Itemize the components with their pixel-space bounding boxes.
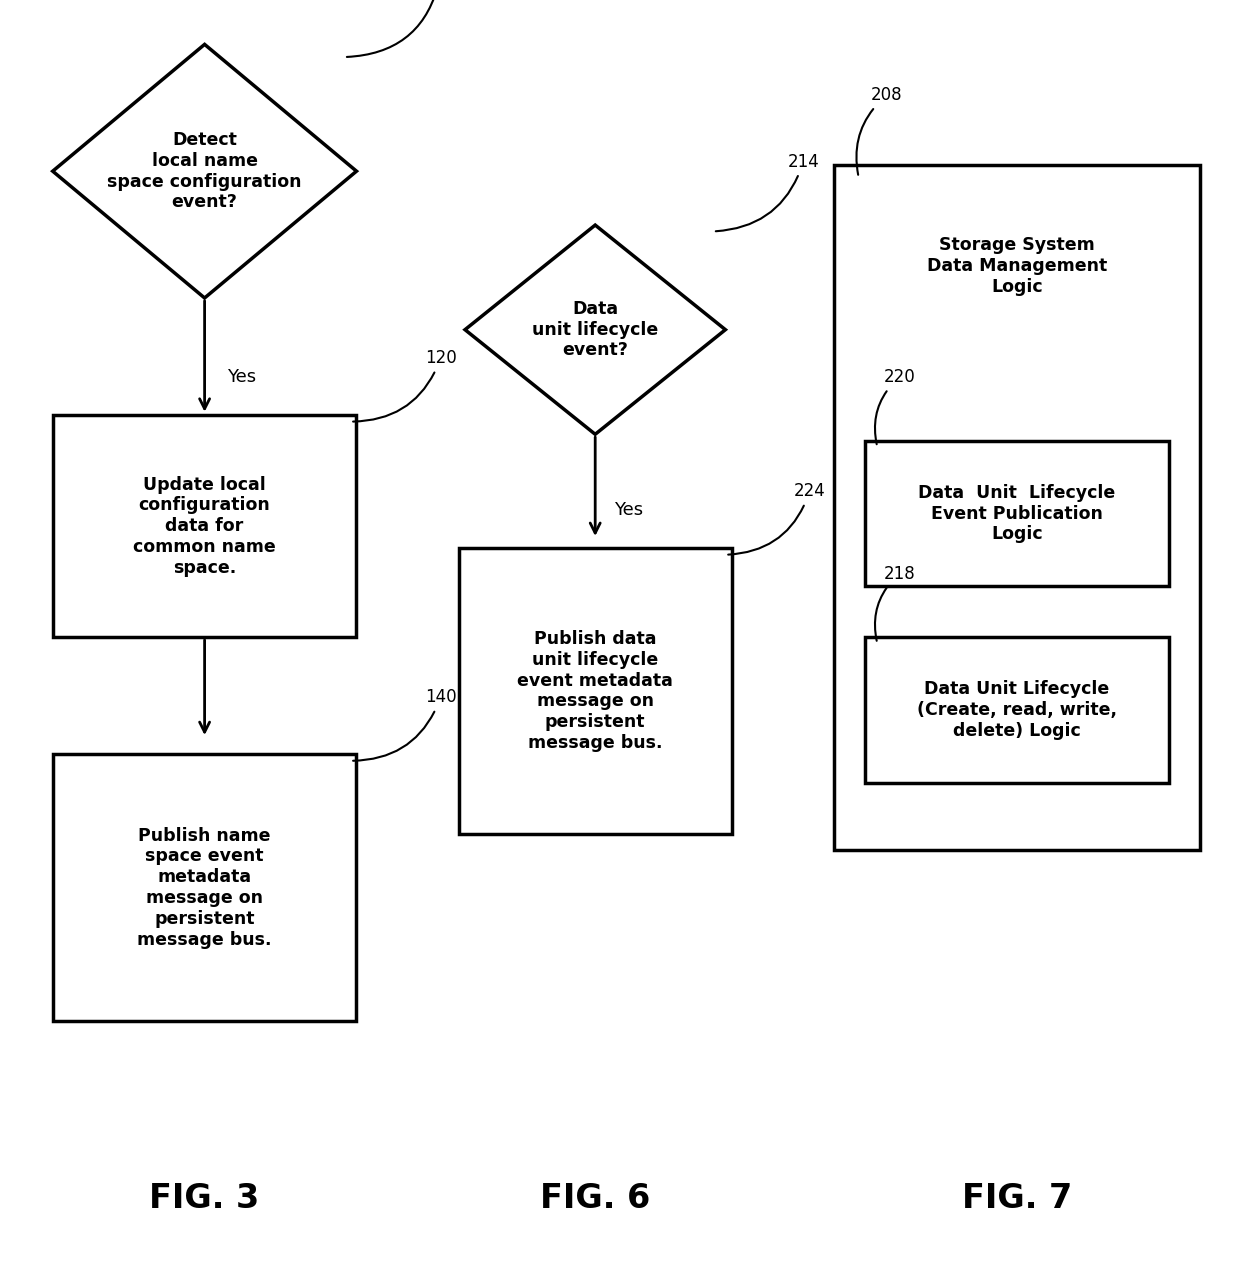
Text: FIG. 6: FIG. 6 <box>541 1182 650 1215</box>
Bar <box>459 549 732 834</box>
Bar <box>866 441 1168 586</box>
Text: Yes: Yes <box>227 368 255 385</box>
Text: 208: 208 <box>857 86 903 175</box>
Text: 214: 214 <box>715 152 820 231</box>
Text: 224: 224 <box>728 482 826 554</box>
Bar <box>833 165 1200 850</box>
Text: Data Unit Lifecycle
(Create, read, write,
delete) Logic: Data Unit Lifecycle (Create, read, write… <box>916 680 1117 741</box>
Bar <box>53 754 357 1021</box>
Text: Update local
configuration
data for
common name
space.: Update local configuration data for comm… <box>133 476 277 577</box>
Text: 104: 104 <box>347 0 456 57</box>
Text: Detect
local name
space configuration
event?: Detect local name space configuration ev… <box>108 131 301 212</box>
Bar <box>866 638 1168 782</box>
Text: Publish name
space event
metadata
message on
persistent
message bus.: Publish name space event metadata messag… <box>138 827 272 948</box>
Bar <box>53 416 357 638</box>
Text: 140: 140 <box>353 689 456 761</box>
Text: FIG. 3: FIG. 3 <box>150 1182 259 1215</box>
Text: Storage System
Data Management
Logic: Storage System Data Management Logic <box>926 236 1107 297</box>
Text: Publish data
unit lifecycle
event metadata
message on
persistent
message bus.: Publish data unit lifecycle event metada… <box>517 630 673 752</box>
Text: Data
unit lifecycle
event?: Data unit lifecycle event? <box>532 299 658 360</box>
Text: 220: 220 <box>875 368 915 444</box>
Text: FIG. 7: FIG. 7 <box>962 1182 1071 1215</box>
Text: Data  Unit  Lifecycle
Event Publication
Logic: Data Unit Lifecycle Event Publication Lo… <box>918 483 1116 544</box>
Text: 218: 218 <box>875 564 915 640</box>
Text: 120: 120 <box>353 349 456 421</box>
Text: Yes: Yes <box>614 501 642 519</box>
